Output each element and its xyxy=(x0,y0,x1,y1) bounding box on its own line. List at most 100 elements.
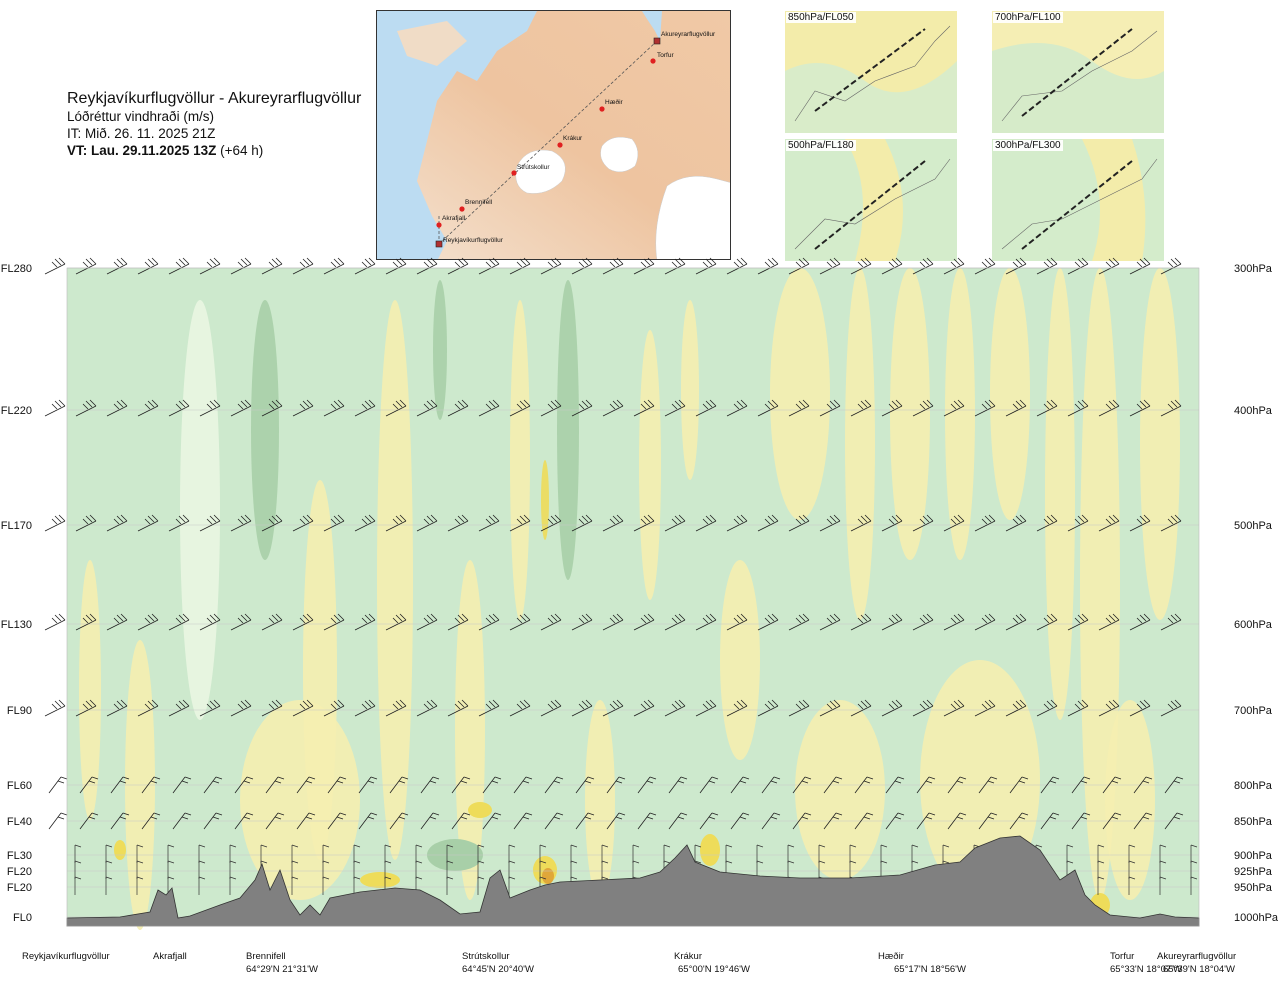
wind-barb xyxy=(44,399,66,417)
wind-cell xyxy=(795,700,885,880)
pressure-axis: 300hPa 400hPa 500hPa 600hPa 700hPa 800hPa 850h… xyxy=(1234,263,1279,924)
wind-barb xyxy=(1133,776,1153,794)
wind-barb xyxy=(819,257,841,275)
wind-barb xyxy=(446,876,454,895)
wind-barb xyxy=(633,257,655,275)
wind-barb xyxy=(819,399,841,417)
wind-barb xyxy=(509,399,531,417)
wind-barb xyxy=(978,776,998,794)
wind-barb xyxy=(478,514,500,532)
mini-map-label: 500hPa/FL180 xyxy=(786,140,856,151)
airport-marker xyxy=(435,240,443,248)
wind-barb xyxy=(265,812,285,830)
wind-barb xyxy=(699,812,719,830)
wind-barb xyxy=(1190,860,1198,879)
wind-barb xyxy=(601,844,609,863)
wind-barb xyxy=(978,812,998,830)
wind-barb xyxy=(1005,613,1027,631)
wind-barb xyxy=(385,399,407,417)
wind-barb xyxy=(570,860,578,879)
wind-barb xyxy=(881,514,903,532)
flight-level-label: FL280 xyxy=(1,263,32,275)
wind-barb xyxy=(106,699,128,717)
wind-barb xyxy=(633,399,655,417)
wind-barb xyxy=(664,613,686,631)
wind-barb xyxy=(1071,812,1091,830)
wind-barb xyxy=(172,812,192,830)
wind-barb xyxy=(167,876,175,895)
wind-barb xyxy=(943,613,965,631)
wind-barb xyxy=(633,514,655,532)
wind-barb xyxy=(323,257,345,275)
wind-barb xyxy=(322,860,330,879)
wind-barb xyxy=(451,776,471,794)
wind-barb xyxy=(571,257,593,275)
wind-barb xyxy=(354,613,376,631)
wind-barb xyxy=(291,844,299,863)
route-title: Reykjavíkurflugvöllur - Akureyrarflugvöl… xyxy=(67,90,362,107)
wind-barb xyxy=(823,812,843,830)
wind-barb xyxy=(664,257,686,275)
location-coordinate: 65°33'N 18°07'W xyxy=(1110,964,1182,975)
wind-barb xyxy=(416,257,438,275)
wind-barb xyxy=(695,257,717,275)
pressure-level-label: 1000hPa xyxy=(1234,912,1279,924)
wind-barb xyxy=(141,812,161,830)
wind-barb xyxy=(540,699,562,717)
pressure-level-label: 700hPa xyxy=(1234,705,1273,717)
wind-barb xyxy=(75,399,97,417)
wind-barb xyxy=(695,399,717,417)
mini-map-500-graphic xyxy=(785,139,957,261)
wind-cell xyxy=(377,300,413,860)
mini-map-850-graphic xyxy=(785,11,957,133)
wind-barb xyxy=(508,876,516,895)
wind-barb xyxy=(230,257,252,275)
wind-barb xyxy=(260,844,268,863)
wind-barb xyxy=(203,812,223,830)
wind-barb xyxy=(291,876,299,895)
flight-level-label: FL30 xyxy=(7,850,32,862)
wind-barb xyxy=(792,776,812,794)
wind-barb xyxy=(198,860,206,879)
wind-barb xyxy=(509,257,531,275)
peninsula xyxy=(397,21,467,66)
wind-barb xyxy=(203,776,223,794)
wind-barb xyxy=(323,399,345,417)
wind-barb xyxy=(570,844,578,863)
sea-west xyxy=(377,11,537,259)
wind-cell xyxy=(240,700,360,900)
wind-barb xyxy=(1133,812,1153,830)
wind-barb xyxy=(230,514,252,532)
wind-barb xyxy=(850,399,872,417)
flight-level-axis: FL280 FL220 FL170 FL130 FL90 FL60 FL40 FL30 FL20… xyxy=(1,263,32,924)
wind-cell xyxy=(720,560,760,760)
wind-barb xyxy=(509,613,531,631)
wind-barb xyxy=(1005,514,1027,532)
waypoint-label: Strútskollur xyxy=(517,164,550,171)
wind-barb xyxy=(358,812,378,830)
wind-barb xyxy=(695,613,717,631)
pressure-level-label: 500hPa xyxy=(1234,520,1273,532)
wind-cell xyxy=(557,280,579,580)
pressure-level-label: 950hPa xyxy=(1234,882,1273,894)
wind-cell xyxy=(945,268,975,560)
wind-barb xyxy=(384,844,392,863)
wind-barb xyxy=(354,257,376,275)
waypoint-marker xyxy=(511,170,517,176)
wind-barb xyxy=(1164,812,1184,830)
wind-barb xyxy=(606,812,626,830)
glacier-vatnajokull xyxy=(655,175,730,259)
wind-barb xyxy=(668,776,688,794)
wind-barb xyxy=(881,613,903,631)
flight-level-label: FL20 xyxy=(7,882,32,894)
variable-label: Lóðréttur vindhraði (m/s) xyxy=(67,109,215,124)
wind-barb xyxy=(199,514,221,532)
wind-barb xyxy=(1102,812,1122,830)
wind-barb xyxy=(230,699,252,717)
wind-barb xyxy=(292,514,314,532)
vertical-wind-field xyxy=(67,268,1199,930)
wind-barb xyxy=(447,613,469,631)
wind-barb xyxy=(850,514,872,532)
wind-barb xyxy=(416,514,438,532)
wind-barb xyxy=(540,613,562,631)
